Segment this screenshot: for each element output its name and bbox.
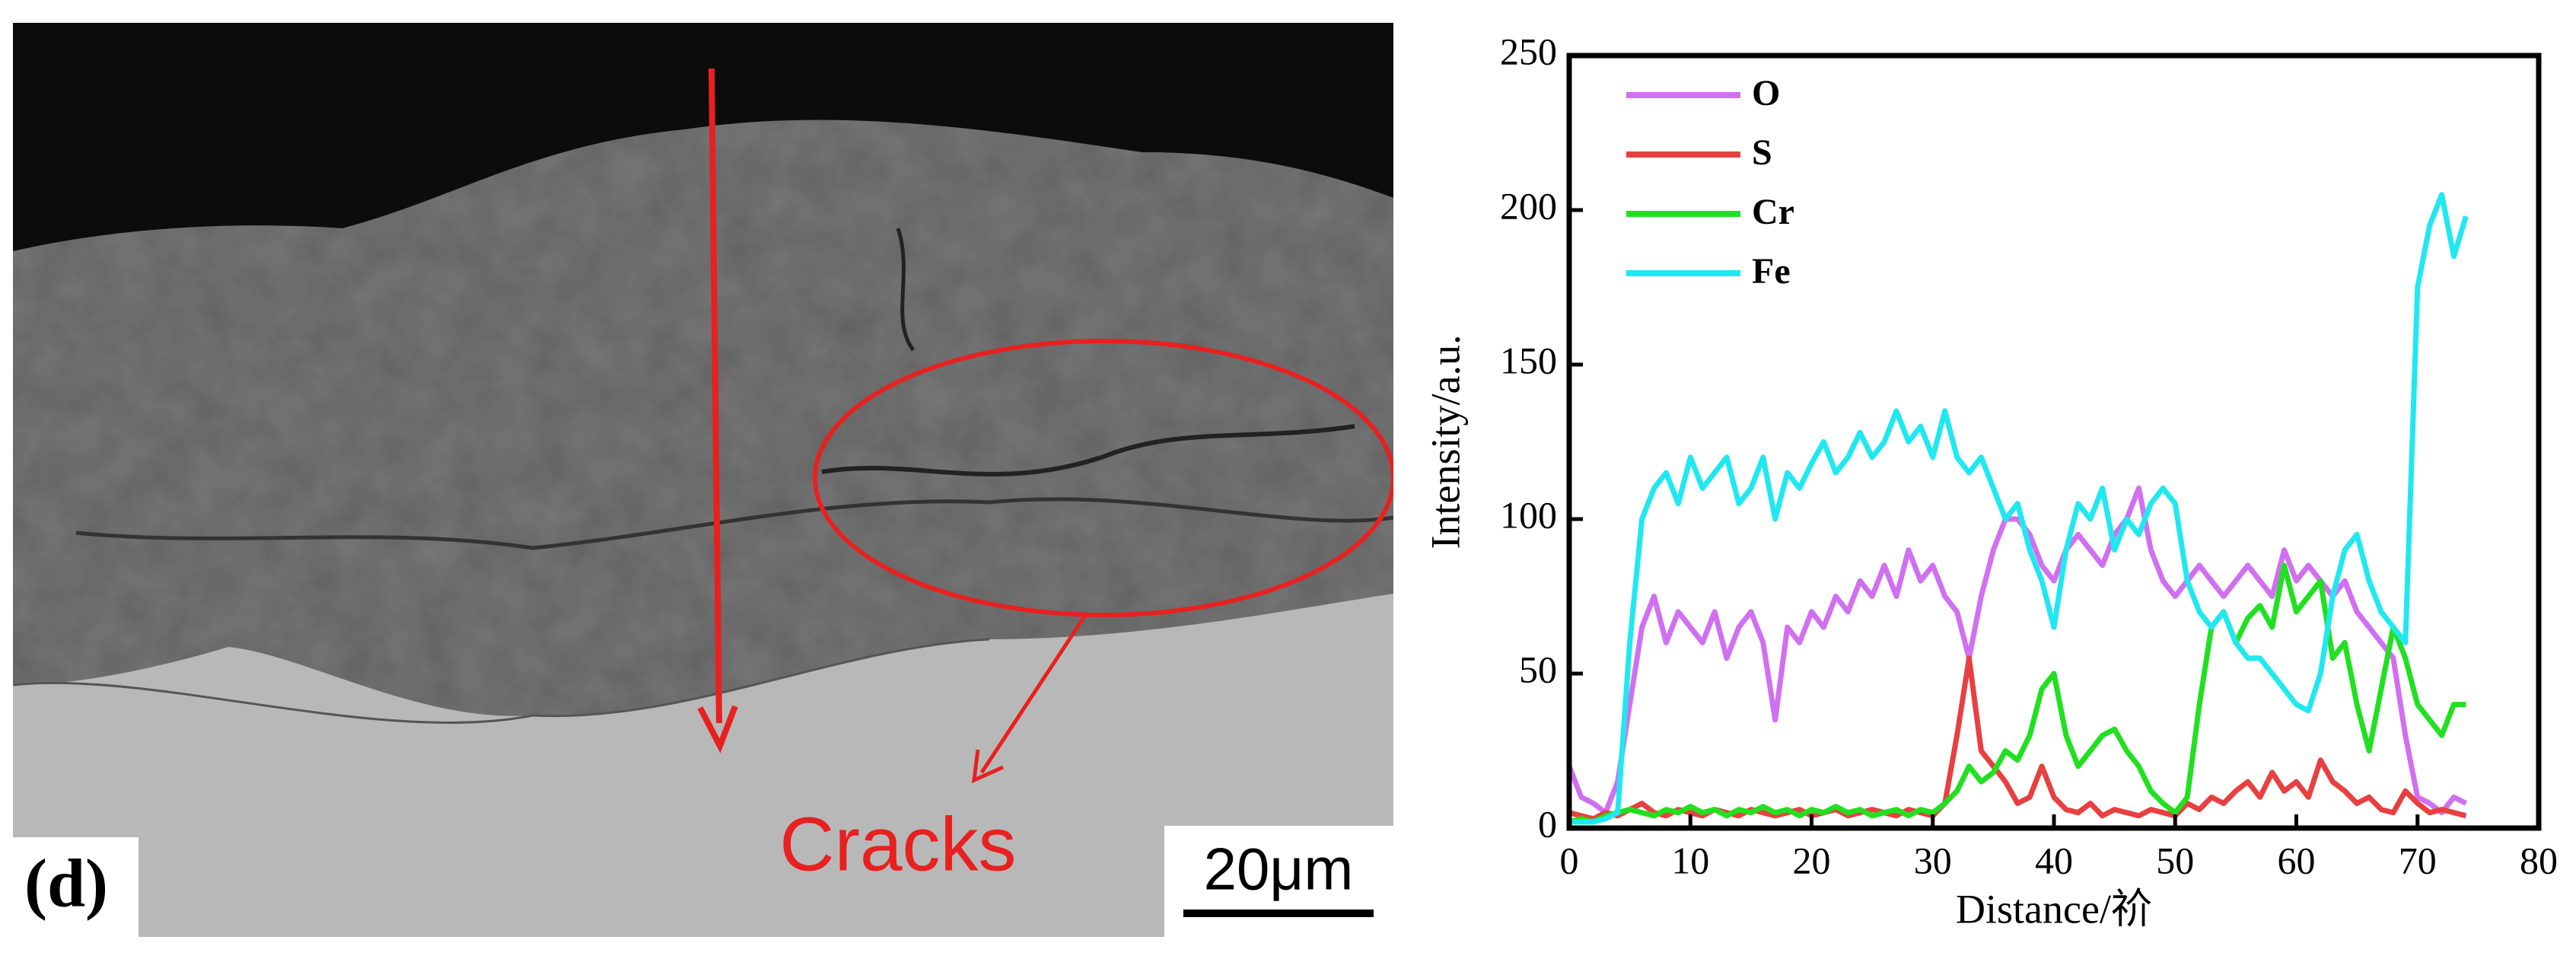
legend-label: S bbox=[1752, 132, 1772, 173]
y-tick-label: 250 bbox=[1500, 30, 1557, 72]
legend-label: Fe bbox=[1752, 251, 1791, 292]
x-tick-label: 30 bbox=[1914, 839, 1952, 881]
y-tick-label: 0 bbox=[1538, 802, 1557, 845]
micrograph bbox=[13, 23, 1393, 937]
scale-bar-label: 20μm bbox=[1204, 836, 1354, 903]
y-tick-label: 100 bbox=[1500, 493, 1557, 536]
series-line bbox=[1566, 485, 2467, 816]
series-line bbox=[1568, 655, 2467, 822]
legend-label: O bbox=[1752, 73, 1780, 113]
x-axis-label: Distance/祄 bbox=[1956, 886, 2152, 932]
x-tick-label: 80 bbox=[2520, 839, 2558, 881]
series-line bbox=[1569, 192, 2469, 825]
x-tick-label: 40 bbox=[2035, 839, 2073, 881]
series-line bbox=[1568, 562, 2466, 825]
x-tick-label: 0 bbox=[1560, 839, 1579, 881]
panel-label: (d) bbox=[24, 846, 108, 922]
x-tick-label: 50 bbox=[2156, 839, 2194, 881]
crack-label: Cracks bbox=[779, 801, 1016, 887]
line-chart: 0 10 20 30 40 50 60 70 80 0 50 100 150 200 250 Distance… bbox=[1422, 30, 2558, 932]
x-tick-label: 20 bbox=[1793, 839, 1831, 881]
y-tick-label: 50 bbox=[1519, 648, 1557, 690]
x-tick-label: 10 bbox=[1671, 839, 1709, 881]
y-axis-label: Intensity/a.u. bbox=[1422, 335, 1468, 550]
x-tick-label: 60 bbox=[2278, 839, 2316, 881]
y-tick-label: 200 bbox=[1500, 184, 1557, 227]
plot-frame bbox=[1566, 53, 2542, 831]
legend-label: Cr bbox=[1752, 192, 1794, 232]
y-tick-label: 150 bbox=[1500, 339, 1557, 381]
x-tick-label: 70 bbox=[2399, 839, 2437, 881]
